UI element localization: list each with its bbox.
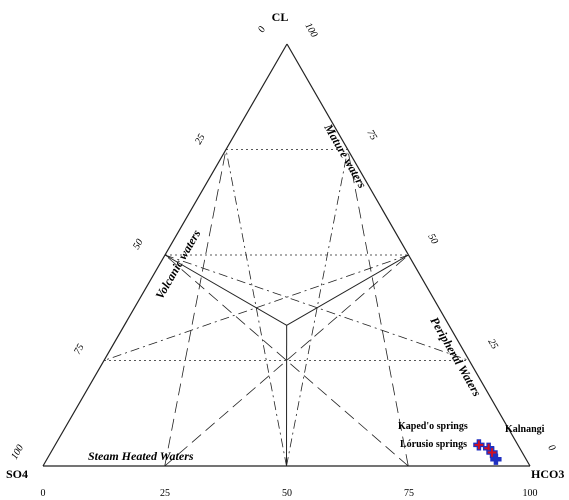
tick-label-left: 25: [193, 132, 208, 146]
point-label: Kalnangi: [505, 424, 545, 435]
triangle-edge-right: [286, 43, 531, 467]
tick-label-right: 100: [302, 21, 319, 39]
region-label-mature: Mature waters: [321, 121, 370, 191]
triangle-frame: [42, 43, 531, 467]
grid-line-dashed: [347, 149, 409, 467]
grid-line-dashed: [164, 149, 227, 467]
field-boundary: [164, 254, 287, 326]
vertex-label-top: CL: [272, 10, 289, 24]
region-label-peripheral: Peripheral Waters: [427, 315, 484, 400]
tick-label-bottom: 0: [41, 488, 46, 499]
tick-label-right: 25: [485, 337, 500, 351]
data-point: [490, 453, 502, 465]
tick-label-right: 0: [545, 443, 557, 453]
data-point: [473, 439, 485, 451]
triangle-edge-left: [42, 43, 288, 467]
grid-line-dashdot: [103, 254, 409, 361]
tick-label-left: 100: [9, 443, 26, 461]
tick-label-left: 75: [72, 342, 87, 356]
grid-line-dashdot: [286, 149, 349, 467]
grid-line-dashdot: [164, 254, 470, 361]
tick-label-right: 75: [364, 128, 379, 142]
tick-label-right: 50: [425, 232, 440, 246]
field-boundary: [286, 254, 409, 326]
vertex-label-right: HCO3: [531, 467, 564, 481]
grid-lines: [103, 149, 470, 467]
tick-label-bottom: 100: [523, 488, 538, 499]
data-points: [473, 439, 502, 465]
grid-line-dashdot: [225, 149, 287, 467]
tick-label-left: 50: [131, 237, 146, 251]
tick-label-bottom: 25: [160, 488, 170, 499]
point-label: Kaped'o springs: [398, 421, 468, 432]
tick-label-bottom: 50: [282, 488, 292, 499]
region-label-steam-heated: Steam Heated Waters: [88, 449, 194, 463]
tick-label-left: 0: [256, 25, 268, 35]
point-label: Lórusio springs: [400, 439, 467, 450]
tick-label-bottom: 75: [404, 488, 414, 499]
vertex-label-left: SO4: [6, 467, 28, 481]
